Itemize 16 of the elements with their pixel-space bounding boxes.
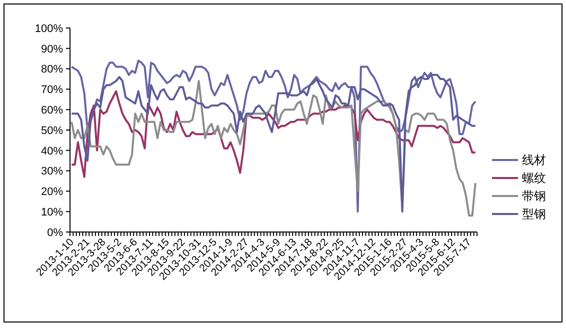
y-tick-label: 0%	[47, 226, 64, 239]
legend-label: 线材	[522, 153, 546, 168]
y-tick-label: 60%	[40, 104, 64, 116]
y-tick-label: 40%	[40, 145, 64, 158]
y-tick-label: 70%	[40, 84, 64, 96]
line-series	[70, 90, 476, 178]
legend-label: 螺纹	[522, 171, 546, 186]
legend-label: 型钢	[522, 207, 546, 222]
y-tick-label: 50%	[40, 124, 64, 137]
y-tick-label: 30%	[40, 166, 64, 178]
y-tick-label: 20%	[40, 186, 64, 198]
legend-label: 带钢	[522, 189, 546, 204]
y-tick-label: 100%	[34, 22, 64, 35]
y-tick-label: 90%	[40, 43, 64, 56]
y-tick-label: 80%	[40, 64, 64, 76]
y-tick-label: 10%	[40, 206, 64, 218]
